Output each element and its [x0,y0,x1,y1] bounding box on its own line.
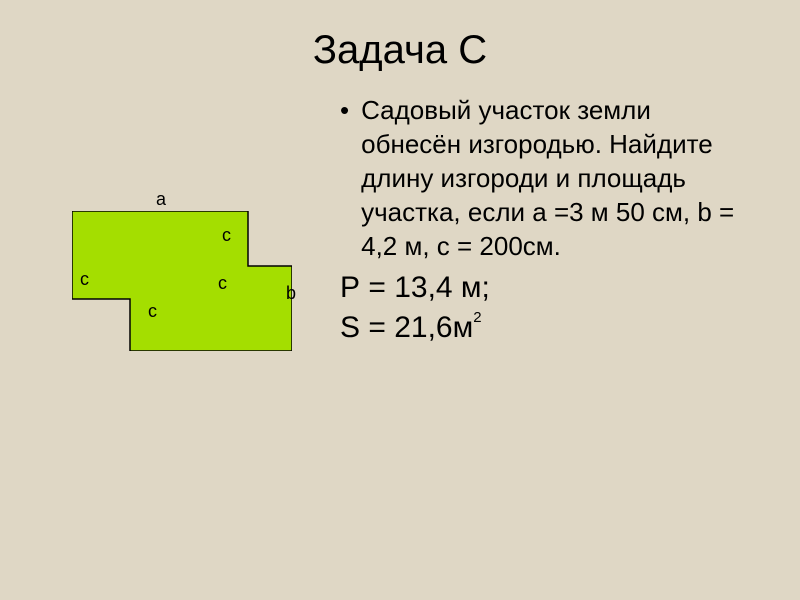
label-c-middle-right: c [218,273,227,294]
text-panel: • Садовый участок земли обнесён изгородь… [340,83,780,373]
content-area: a c c c c b • Садовый участок земли обне… [0,83,800,373]
page-title: Задача С [0,0,800,83]
problem-text: Садовый участок земли обнесён изгородью.… [361,93,750,263]
label-c-bottom: c [148,301,157,322]
answer-area: S = 21,6м2 [340,311,750,345]
answer-perimeter: Р = 13,4 м; [340,271,750,305]
label-b: b [286,283,296,304]
diagram-panel: a c c c c b [0,83,340,373]
answer-area-value: S = 21,6м [340,311,473,344]
shape-diagram: a c c c c b [60,193,310,373]
label-a: a [156,189,166,210]
answer-area-exponent: 2 [473,309,481,326]
plot-polygon [72,211,292,351]
label-c-top-right: c [222,225,231,246]
label-c-left: c [80,269,89,290]
problem-row: • Садовый участок земли обнесён изгородь… [340,93,750,263]
plot-shape [72,211,292,351]
bullet-icon: • [340,93,349,127]
